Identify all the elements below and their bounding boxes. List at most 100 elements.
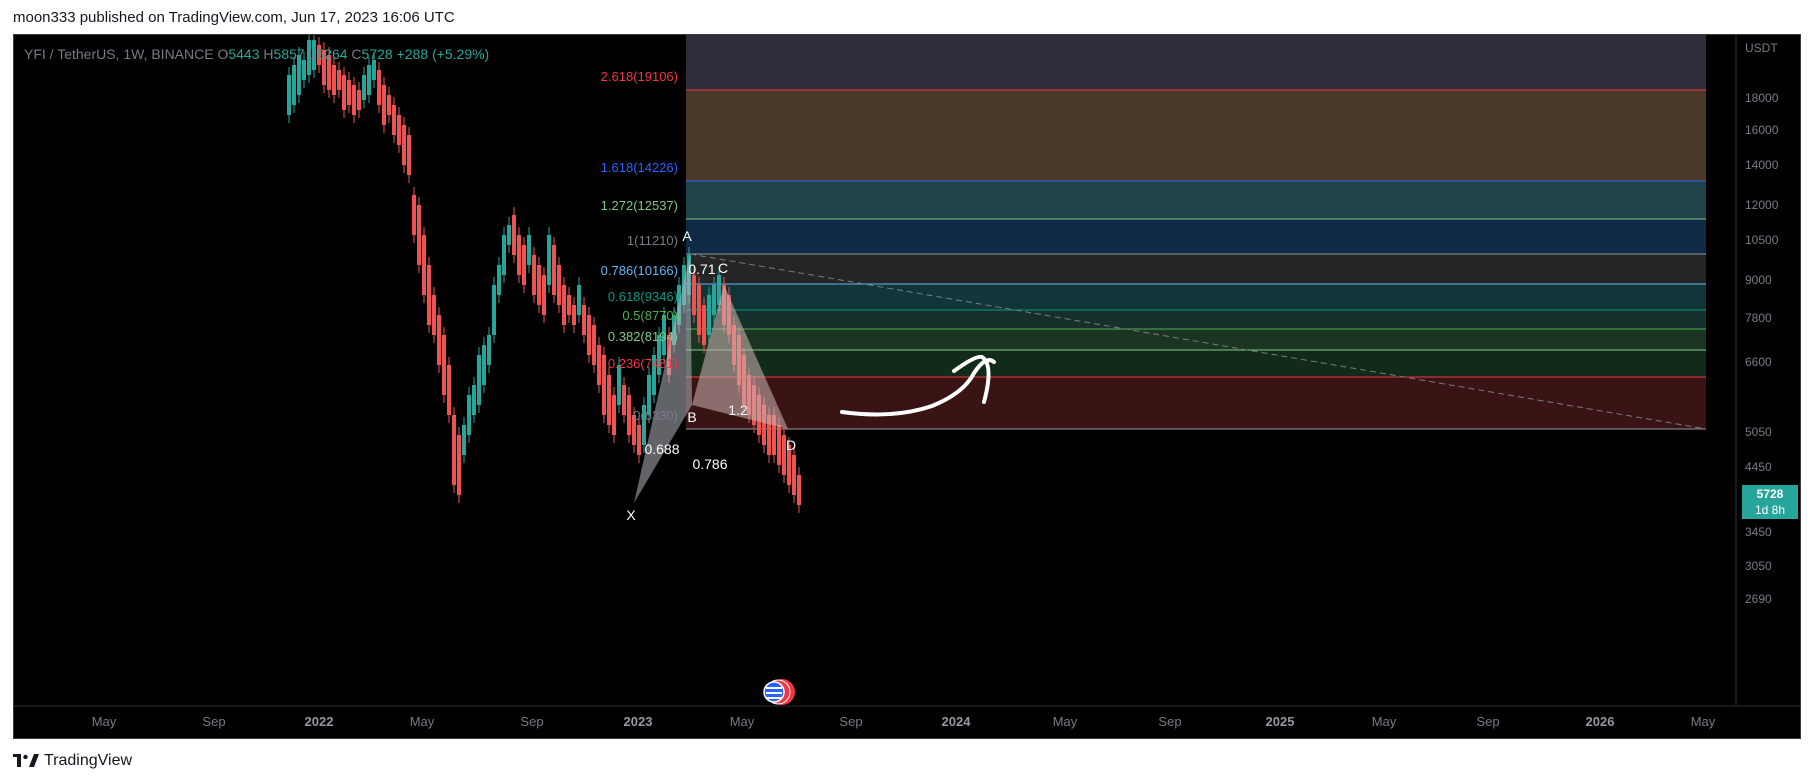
candle-body <box>427 265 431 325</box>
candle-body <box>327 55 331 90</box>
candle-body <box>547 235 551 285</box>
candle-body <box>497 265 501 295</box>
candle-body <box>487 335 491 365</box>
candle-body <box>362 75 366 100</box>
events-flag-icon[interactable] <box>763 679 795 705</box>
candle-body <box>462 425 466 455</box>
candle-body <box>402 125 406 165</box>
candle-body <box>342 75 346 110</box>
symbol-info: YFI / TetherUS, 1W, BINANCE O5443 H5857 … <box>24 46 490 62</box>
price-axis-label: 9000 <box>1745 273 1772 287</box>
candle-body <box>297 55 301 95</box>
price-axis[interactable]: USDT 18000 16000 14000 12000 10500 9000 7800 66… <box>1745 41 1779 606</box>
candle-body <box>557 265 561 305</box>
price-axis-label: 16000 <box>1745 123 1779 137</box>
ratio-ac-label: 0.71 <box>688 261 715 277</box>
candle-body <box>662 315 666 355</box>
candle-body <box>357 90 361 110</box>
candle-body <box>522 245 526 285</box>
low-value: 5264 <box>316 46 348 62</box>
candle-body <box>307 40 311 75</box>
candle-body <box>457 435 461 495</box>
candle-body <box>337 70 341 90</box>
candle-body <box>577 285 581 315</box>
candle-body <box>622 385 626 415</box>
point-d-label: D <box>786 437 796 453</box>
candle-body <box>647 375 651 415</box>
candle-body <box>712 285 716 315</box>
price-axis-label: 12000 <box>1745 198 1779 212</box>
high-value: 5857 <box>273 46 305 62</box>
time-axis-label: 2022 <box>305 714 334 729</box>
fib-label-0236: 0.236(7481) <box>608 356 678 371</box>
price-axis-label: 18000 <box>1745 91 1779 105</box>
point-c-label: C <box>718 260 728 276</box>
candle-body <box>537 265 541 305</box>
candle-body <box>502 235 506 275</box>
time-axis-label: Sep <box>839 714 862 729</box>
candle-body <box>587 315 591 355</box>
fib-label-0786: 0.786(10166) <box>601 263 678 278</box>
harmonic-pattern <box>634 253 1707 503</box>
publish-info: moon333 published on TradingView.com, Ju… <box>13 9 455 26</box>
candle-body <box>397 115 401 145</box>
candle-body <box>482 345 486 385</box>
fib-label-2618: 2.618(19106) <box>601 69 678 84</box>
time-axis-label: May <box>1691 714 1716 729</box>
candle-body <box>352 85 356 115</box>
candle-body <box>657 335 661 375</box>
candle-body <box>507 225 511 245</box>
candle-body <box>392 105 396 135</box>
open-value: 5443 <box>228 46 260 62</box>
candle-body <box>567 295 571 315</box>
time-axis-label: May <box>730 714 755 729</box>
time-axis-label: Sep <box>1158 714 1181 729</box>
tradingview-logo[interactable]: TradingView <box>13 752 132 770</box>
price-axis-label: 10500 <box>1745 233 1779 247</box>
candle-body <box>472 385 476 415</box>
candle-body <box>332 65 336 95</box>
chart-pane[interactable]: 2.618(19106) 1.618(14226) 1.272(12537) 1… <box>13 34 1801 739</box>
candle-body <box>377 70 381 105</box>
candle-body <box>492 285 496 335</box>
arrow-head <box>952 354 991 404</box>
candle-body <box>637 425 641 455</box>
fib-bands <box>686 35 1706 429</box>
candle-body <box>452 415 456 485</box>
candle-body <box>707 295 711 335</box>
candle-body <box>532 255 536 295</box>
candle-body <box>382 85 386 125</box>
change-value: +288 (+5.29%) <box>396 46 490 62</box>
time-axis-label: Sep <box>1476 714 1499 729</box>
candle-body <box>422 235 426 295</box>
time-axis-label: May <box>1053 714 1078 729</box>
fib-label-1: 1(11210) <box>627 233 678 248</box>
candle-body <box>772 415 776 455</box>
candle-body <box>697 285 701 335</box>
time-axis[interactable]: May Sep 2022 May Sep 2023 May Sep 2024 May Sep 2025… <box>92 714 1716 729</box>
fib-label-1618: 1.618(14226) <box>601 160 678 175</box>
candle-body <box>787 445 791 485</box>
fib-lines <box>686 89 1706 430</box>
candle-body <box>777 425 781 465</box>
fib-label-0618: 0.618(9346) <box>608 289 678 304</box>
time-axis-label: 2024 <box>942 714 972 729</box>
price-axis-label: 3050 <box>1745 559 1772 573</box>
last-price-tag: 5728 1d 8h <box>1742 485 1798 519</box>
fib-label-1272: 1.272(12537) <box>601 198 678 213</box>
fib-label-0: 0(6330) <box>633 408 678 423</box>
point-x-label: X <box>626 507 636 523</box>
point-a-label: A <box>682 228 692 244</box>
candle-body <box>312 40 316 70</box>
price-axis-label: 6600 <box>1745 355 1772 369</box>
chart-canvas[interactable]: 2.618(19106) 1.618(14226) 1.272(12537) 1… <box>14 35 1801 739</box>
close-value: 5728 <box>361 46 393 62</box>
candle-body <box>592 325 596 365</box>
time-axis-label: May <box>410 714 435 729</box>
candle-body <box>322 50 326 85</box>
candle-body <box>597 345 601 385</box>
candle-body <box>552 245 556 295</box>
time-axis-label: 2023 <box>624 714 653 729</box>
candle-body <box>562 285 566 325</box>
time-axis-label: Sep <box>520 714 543 729</box>
